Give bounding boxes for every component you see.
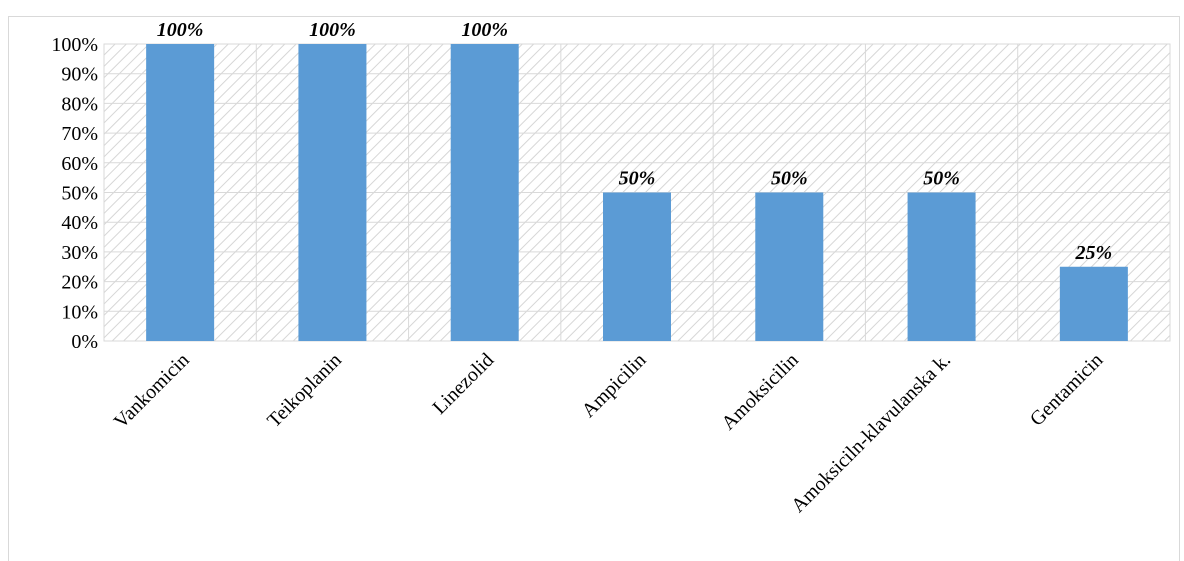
y-tick-label: 50% (61, 183, 98, 205)
bars (146, 44, 1128, 341)
x-category-label: Ampicilin (578, 349, 651, 422)
bar (450, 44, 519, 341)
y-tick-label: 40% (61, 212, 98, 234)
data-label: 25% (1075, 242, 1113, 264)
x-category-label: Amoksiciln-klavulanska k. (787, 349, 955, 517)
data-label: 50% (619, 168, 656, 190)
x-category-label: Vankomicin (110, 349, 194, 433)
data-label: 100% (157, 19, 204, 41)
bar (907, 192, 976, 341)
y-tick-label: 60% (61, 153, 98, 175)
y-tick-label: 20% (61, 272, 98, 294)
y-tick-label: 70% (61, 123, 98, 145)
chart-frame (8, 16, 1180, 561)
y-tick-label: 100% (51, 34, 98, 56)
y-tick-label: 90% (61, 64, 98, 86)
x-category-label: Gentamicin (1026, 349, 1108, 431)
bar (755, 192, 824, 341)
y-tick-label: 80% (61, 93, 98, 115)
data-label: 100% (461, 19, 508, 41)
y-tick-label: 10% (61, 301, 98, 323)
x-category-label: Teikoplanin (263, 349, 346, 432)
x-category-label: Linezolid (429, 349, 499, 419)
data-label: 100% (309, 19, 356, 41)
y-tick-label: 30% (61, 242, 98, 264)
y-axis-tick-labels: 0% 10% 20% 30% 40% 50% 60% 70% 80% 90% 100% (51, 34, 98, 353)
x-axis-category-labels: Vankomicin Teikoplanin Linezolid Ampicilin A… (110, 349, 1108, 517)
grid-lines (104, 43, 1170, 342)
bar (1059, 266, 1128, 341)
x-category-label: Amoksicilin (717, 349, 802, 434)
data-labels: 100% 100% 100% 50% 50% 50% 25% (157, 19, 1112, 264)
data-label: 50% (923, 168, 960, 190)
y-tick-label: 0% (71, 331, 98, 353)
bar (298, 44, 367, 341)
bar (603, 192, 671, 341)
data-label: 50% (771, 168, 808, 190)
bar (146, 44, 215, 341)
